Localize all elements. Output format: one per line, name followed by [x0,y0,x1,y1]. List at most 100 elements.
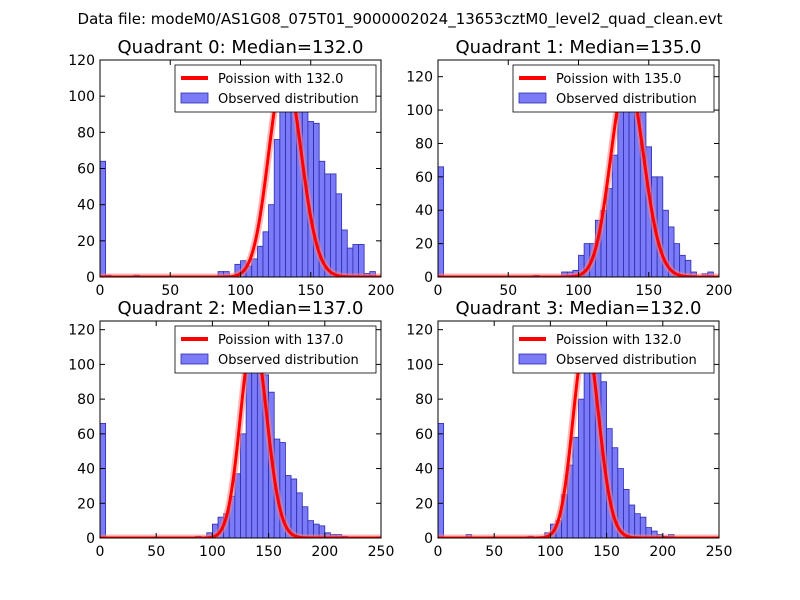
y-tick-label: 40 [77,198,95,214]
axes-frame [437,320,720,539]
histogram-bar [335,193,343,277]
x-tick-label: 250 [368,544,395,560]
x-tick-label: 50 [485,544,503,560]
legend-box [512,64,715,113]
histogram-bar [290,478,298,538]
x-tick-label: 200 [368,283,395,299]
x-tick-label: 200 [706,283,733,299]
histogram-bar [611,154,619,277]
legend-bars-label: Observed distribution [218,92,359,107]
histogram-bar [352,244,359,277]
y-tick-label: 20 [415,496,433,512]
histogram-bar [279,95,286,277]
legend-curve-label: Poission with 137.0 [218,333,343,348]
x-tick-label: 50 [499,283,517,299]
legend-bars-label: Observed distribution [556,353,697,368]
x-tick-label: 100 [227,283,254,299]
y-tick-label: 20 [415,237,433,253]
y-tick-label: 60 [415,427,433,443]
x-tick-label: 150 [297,283,324,299]
y-tick-label: 20 [77,234,95,250]
panel-quadrant-3: 0 50 100 150 200 250 0 20 40 60 80 100 120 Quadrant 3… [406,298,732,560]
legend: Poission with 132.0 Observed distribution [512,325,715,374]
x-tick-label: 150 [255,544,282,560]
histogram-bar [245,370,253,538]
histogram-bar [358,244,365,277]
subplot-title: Quadrant 0: Median=132.0 [118,37,364,58]
x-tick-label: 100 [565,283,592,299]
y-tick-label: 20 [77,496,95,512]
y-tick-label: 60 [77,162,95,178]
panel-quadrant-2: 0 50 100 150 200 250 0 20 40 60 80 100 120 Quadrant 2… [68,298,394,560]
histogram-bar [100,160,107,277]
histogram-bar [346,247,354,277]
legend-box [174,64,377,113]
x-tick-label: 0 [96,283,105,299]
x-tick-label: 50 [147,544,165,560]
histogram-bar [572,436,579,538]
legend-box [512,325,715,374]
x-tick-label: 200 [649,544,676,560]
y-tick-label: 60 [77,427,95,443]
poisson-curve [100,335,381,538]
histogram-bar [623,96,630,277]
y-tick-label: 120 [68,53,95,69]
histogram-bar [301,506,309,538]
subplot-title: Quadrant 1: Median=135.0 [456,37,702,58]
y-tick-label: 60 [415,170,433,186]
x-tick-label: 100 [199,544,226,560]
x-tick-label: 250 [706,544,733,560]
legend-bars-label: Observed distribution [556,92,697,107]
histogram-bar [273,139,281,277]
y-tick-label: 0 [86,270,95,286]
legend-bars-swatch [180,353,209,365]
histogram-bar [262,231,270,277]
x-tick-label: 0 [434,544,443,560]
panel-quadrant-0: 0 50 100 150 200 0 20 40 60 80 100 120 Quadrant 0: M… [68,37,394,299]
y-tick-label: 120 [406,70,433,86]
x-tick-label: 0 [434,283,443,299]
histogram-bar [438,423,445,538]
panel-quadrant-1: 0 50 100 150 200 0 20 40 60 80 100 120 Quadrant 1: M… [406,37,732,299]
legend: Poission with 132.0 Observed distribution [174,64,377,113]
histogram-bar [628,504,636,538]
legend-bars-swatch [518,353,547,365]
histogram-bar [240,433,247,538]
y-tick-label: 80 [415,392,433,408]
y-tick-label: 40 [77,462,95,478]
histogram-bar [268,204,275,277]
y-tick-label: 120 [68,323,95,339]
subplot-title: Quadrant 3: Median=132.0 [456,298,702,319]
y-tick-label: 120 [406,323,433,339]
legend: Poission with 135.0 Observed distribution [512,64,715,113]
y-tick-label: 100 [68,357,95,373]
y-tick-label: 100 [406,103,433,119]
y-tick-label: 80 [77,392,95,408]
legend-bars-label: Observed distribution [218,353,359,368]
histogram-bar [330,173,337,277]
legend: Poission with 137.0 Observed distribution [174,325,377,374]
y-tick-label: 80 [415,136,433,152]
subplot-title: Quadrant 2: Median=137.0 [118,298,364,319]
x-tick-label: 150 [635,283,662,299]
legend-curve-label: Poission with 132.0 [556,333,681,348]
axes-frame [99,320,382,539]
figure-suptitle: Data file: modeM0/AS1G08_075T01_90000020… [78,10,723,29]
y-tick-label: 0 [86,531,95,547]
legend-curve-label: Poission with 132.0 [218,72,343,87]
histogram-bar [617,109,624,277]
y-tick-label: 0 [424,270,433,286]
histogram-bar [583,363,591,538]
y-tick-label: 100 [68,89,95,105]
x-tick-label: 0 [96,544,105,560]
legend-bars-swatch [518,92,547,104]
histogram-bar [438,166,445,277]
y-tick-label: 0 [424,531,433,547]
legend-box [174,325,377,374]
y-tick-label: 40 [415,203,433,219]
histogram-bar [296,492,303,538]
x-tick-label: 150 [593,544,620,560]
y-tick-label: 80 [77,125,95,141]
y-tick-label: 40 [415,462,433,478]
